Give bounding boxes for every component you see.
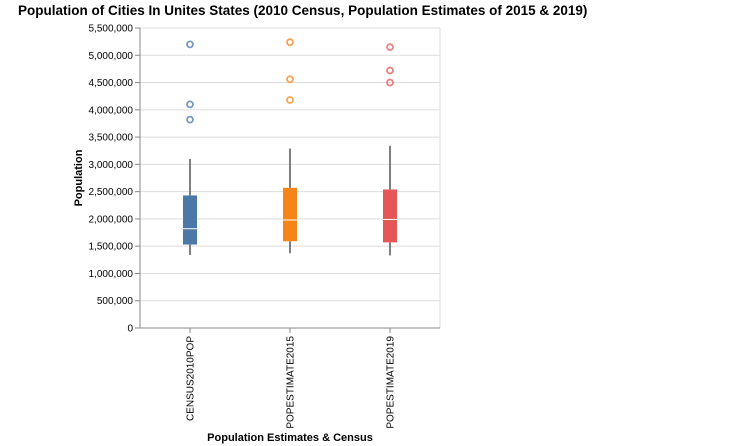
x-tick-label: POPESTIMATE2019	[386, 336, 397, 429]
chart-title: Population of Cities In Unites States (2…	[18, 3, 588, 18]
y-axis-title: Population	[73, 149, 85, 206]
outlier-point	[286, 38, 294, 47]
y-tick-label: 4,500,000	[89, 78, 134, 89]
y-tick-label: 0	[127, 324, 133, 335]
y-tick-label: 1,500,000	[89, 242, 134, 253]
outlier-point	[386, 66, 394, 75]
outlier-point	[286, 96, 294, 104]
y-tick-label: 3,000,000	[89, 160, 134, 171]
box-body	[383, 189, 397, 243]
axis-layer: 0 500,000 1,000,000 1,500,000 2,000,000 2,500…	[89, 24, 440, 429]
y-tick-label: 2,500,000	[89, 187, 134, 198]
x-tick-label: CENSUS2010POP	[186, 336, 197, 421]
x-tick-label: POPESTIMATE2015	[286, 336, 297, 429]
box-body	[183, 195, 197, 245]
y-tick-label: 3,500,000	[89, 133, 134, 144]
outlier-point	[286, 75, 294, 84]
y-tick-label: 2,000,000	[89, 214, 134, 225]
box-layer	[183, 38, 397, 256]
y-tick-label: 5,000,000	[89, 51, 134, 62]
outlier-point	[386, 43, 394, 51]
y-tick-label: 4,000,000	[89, 105, 134, 116]
y-tick-label: 5,500,000	[89, 24, 134, 35]
outlier-point	[186, 40, 194, 49]
x-axis-title: Population Estimates & Census	[207, 432, 373, 444]
box-body	[283, 187, 297, 242]
y-tick-label: 1,000,000	[89, 269, 134, 280]
outlier-point	[386, 78, 394, 87]
y-tick-label: 500,000	[97, 296, 134, 307]
outlier-point	[186, 100, 194, 109]
outlier-point	[186, 115, 194, 124]
